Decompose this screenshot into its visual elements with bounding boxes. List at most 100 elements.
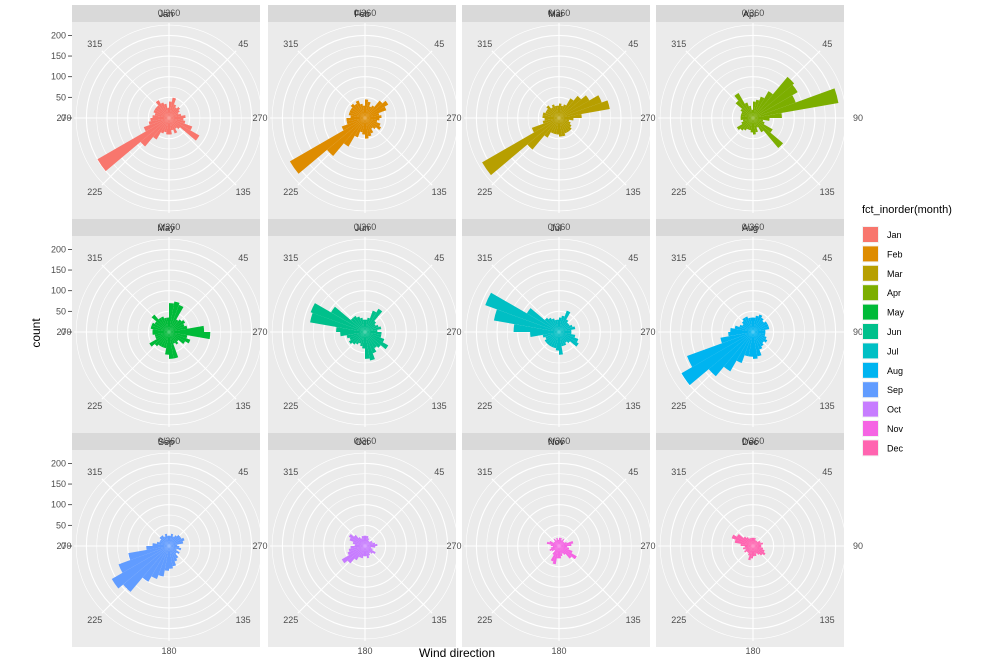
wedge-jul-225 [546, 332, 559, 345]
wedge-jun-245 [349, 332, 365, 341]
wedge-dec-45 [753, 541, 758, 546]
wedge-jan-345 [164, 103, 169, 118]
legend-item-sep: Sep [862, 381, 903, 399]
wedge-apr-65 [753, 95, 796, 118]
wedge-mar-275 [542, 115, 559, 118]
wedge-feb-55 [365, 100, 389, 118]
angle-tick-label: 180 [357, 646, 372, 656]
legend-label: Apr [887, 288, 901, 298]
radial-tick-label: 0 [61, 327, 66, 337]
facet-strip [462, 219, 650, 236]
angle-tick-label: 315 [477, 253, 492, 263]
angle-tick-label: 45 [628, 253, 638, 263]
wedge-oct-125 [365, 546, 376, 554]
wedge-mar-135 [559, 118, 572, 131]
wedge-sep-195 [158, 546, 169, 577]
wedge-aug-255 [720, 332, 753, 344]
wedge-jul-45 [559, 322, 569, 332]
radial-tick-label: 0 [61, 113, 66, 123]
wedge-may-315 [151, 314, 169, 332]
legend-swatch [863, 227, 878, 242]
wedge-jun-165 [365, 332, 375, 361]
angle-tick-label: 225 [477, 187, 492, 197]
legend-label: Jun [887, 327, 902, 337]
angle-tick-label: 0/360 [742, 8, 765, 18]
legend-label: Jan [887, 230, 902, 240]
wedge-dec-165 [753, 546, 757, 557]
angle-tick-label: 225 [283, 615, 298, 625]
wedge-jan-255 [148, 118, 169, 126]
wedge-jun-15 [365, 317, 370, 332]
wedge-oct-175 [365, 546, 367, 557]
facet-strip [462, 433, 650, 450]
angle-gridline [752, 264, 821, 333]
legend-label: Dec [887, 443, 904, 453]
wedge-jun-255 [346, 332, 365, 339]
wedge-feb-185 [362, 118, 365, 135]
angle-tick-label: 315 [283, 467, 298, 477]
wedge-dec-5 [753, 537, 755, 546]
wedge-feb-45 [365, 100, 383, 118]
radial-tick-label: 200 [51, 30, 66, 40]
wedge-jun-45 [365, 320, 377, 332]
angle-tick-label: 180 [745, 646, 760, 656]
wedge-aug-195 [744, 332, 753, 357]
wedge-jan-85 [169, 115, 186, 118]
wedge-nov-95 [559, 546, 568, 548]
wedge-aug-305 [742, 324, 753, 332]
legend-label: Feb [887, 249, 903, 259]
wedge-apr-275 [740, 115, 753, 118]
facet-strip-label: Apr [743, 9, 757, 19]
wedge-jan-165 [169, 118, 174, 131]
wedge-nov-85 [559, 543, 572, 546]
angle-gridline [364, 264, 433, 333]
wedge-apr-255 [742, 118, 753, 122]
wedge-nov-125 [559, 546, 577, 560]
wedge-jan-205 [160, 118, 169, 134]
wedge-sep-85 [169, 544, 178, 546]
wedge-feb-205 [354, 118, 365, 138]
wedge-nov-275 [550, 544, 559, 546]
wedge-aug-185 [748, 332, 753, 357]
wedge-feb-15 [365, 101, 371, 118]
angle-tick-label: 0/360 [158, 8, 181, 18]
wedge-sep-35 [169, 535, 177, 546]
wedge-apr-205 [746, 118, 753, 130]
angle-tick-label: 225 [87, 615, 102, 625]
facet-strip-label: Jul [550, 223, 562, 233]
angle-tick-label: 225 [283, 401, 298, 411]
angle-tick-label: 225 [671, 187, 686, 197]
wedge-aug-275 [730, 328, 753, 332]
wedge-nov-15 [559, 537, 562, 546]
legend-item-jun: Jun [862, 323, 902, 340]
angle-tick-label: 270 [252, 113, 267, 123]
wedge-oct-325 [358, 537, 365, 546]
legend: fct_inorder(month) Jan Feb Mar Apr May Jun Jul… [862, 204, 952, 457]
wedge-sep-345 [164, 533, 169, 546]
wedge-oct-165 [365, 546, 370, 559]
legend-label: Mar [887, 269, 903, 279]
wedge-may-265 [152, 332, 169, 335]
wedge-aug-115 [753, 332, 767, 340]
wedge-nov-105 [559, 546, 570, 550]
wedge-feb-85 [365, 115, 382, 118]
wedge-mar-305 [546, 108, 559, 118]
wedge-sep-95 [169, 546, 180, 548]
wedge-aug-165 [753, 332, 762, 357]
wedge-sep-75 [169, 541, 184, 546]
x-axis-title: Wind direction [419, 646, 495, 660]
angle-gridline [168, 50, 237, 119]
wedge-oct-225 [347, 546, 365, 564]
wedge-nov-165 [559, 546, 563, 557]
wedge-dec-285 [734, 539, 753, 546]
wedge-dec-155 [753, 546, 758, 554]
wedge-jan-285 [154, 113, 169, 118]
wedge-may-295 [151, 322, 169, 332]
wedge-dec-335 [748, 538, 753, 546]
wedge-may-325 [158, 317, 169, 332]
wedge-mar-125 [559, 118, 572, 128]
